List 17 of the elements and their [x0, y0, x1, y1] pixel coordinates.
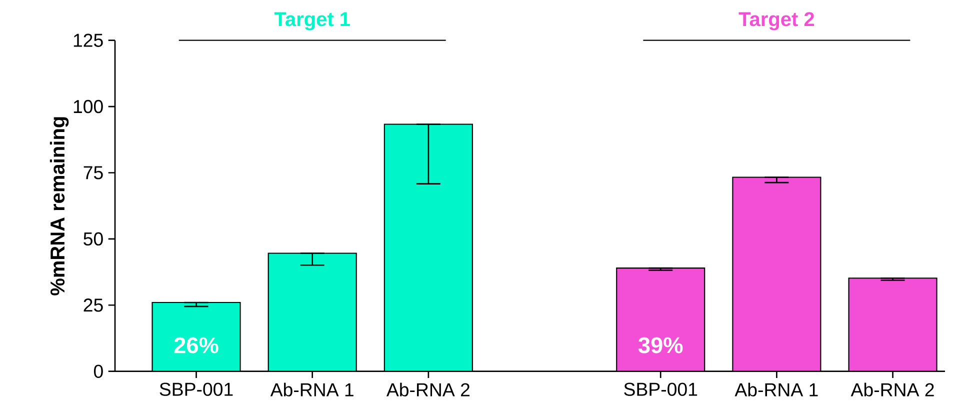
data-label: 26%: [174, 337, 218, 354]
y-tick-label: 25: [84, 298, 103, 312]
x-tick-label: Ab-RNA 1: [270, 382, 354, 396]
y-tick-label: 50: [84, 232, 103, 246]
x-tick-label: SBP-001: [160, 382, 233, 396]
y-tick-label: 125: [74, 34, 103, 47]
y-tick-label: 0: [94, 364, 103, 378]
text: Target 2: [738, 12, 814, 30]
x-tick-label: Ab-RNA 2: [850, 382, 934, 396]
x-tick-label: Ab-RNA 1: [734, 382, 818, 396]
y-tick-label: 75: [84, 166, 103, 180]
data-label: 39%: [638, 337, 683, 354]
x-tick-label: SBP-001: [624, 382, 698, 396]
text: Target 1: [274, 12, 350, 30]
x-tick-label: Ab-RNA 2: [386, 382, 470, 396]
y-tick-label: 100: [74, 100, 103, 114]
y-axis-title: %mRNA remaining: [50, 117, 69, 296]
